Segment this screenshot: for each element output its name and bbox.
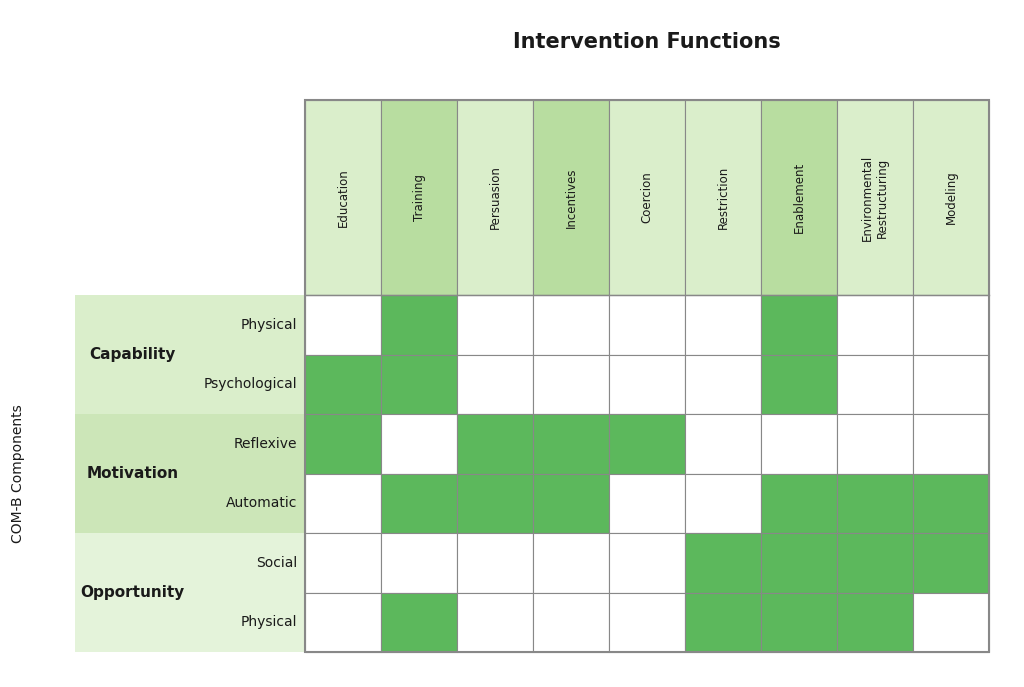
Text: Enablement: Enablement bbox=[793, 162, 806, 233]
Bar bbox=[609, 533, 685, 592]
Bar bbox=[837, 354, 913, 414]
Text: Persuasion: Persuasion bbox=[488, 166, 502, 229]
Bar bbox=[305, 592, 381, 652]
Bar bbox=[837, 533, 913, 592]
Text: Coercion: Coercion bbox=[640, 172, 653, 223]
Bar bbox=[457, 100, 534, 295]
Bar bbox=[457, 533, 534, 592]
Bar bbox=[609, 414, 685, 473]
Text: Incentives: Incentives bbox=[564, 167, 578, 228]
Bar bbox=[305, 295, 381, 354]
Bar bbox=[457, 473, 534, 533]
Bar bbox=[75, 295, 305, 414]
Bar bbox=[381, 414, 457, 473]
Bar bbox=[534, 473, 609, 533]
Bar bbox=[75, 533, 305, 652]
Bar bbox=[761, 473, 837, 533]
Text: Reflexive: Reflexive bbox=[233, 437, 297, 451]
Bar bbox=[913, 533, 989, 592]
Text: Opportunity: Opportunity bbox=[80, 585, 184, 600]
Text: Education: Education bbox=[337, 168, 349, 227]
Bar bbox=[913, 354, 989, 414]
Bar bbox=[913, 295, 989, 354]
Bar bbox=[913, 473, 989, 533]
Text: Psychological: Psychological bbox=[204, 377, 297, 392]
Bar bbox=[761, 354, 837, 414]
Bar bbox=[609, 473, 685, 533]
Bar bbox=[837, 100, 913, 295]
Bar bbox=[837, 592, 913, 652]
Bar bbox=[837, 473, 913, 533]
Bar bbox=[534, 354, 609, 414]
Bar bbox=[685, 100, 761, 295]
Bar bbox=[534, 295, 609, 354]
Text: Environmental
Restructuring: Environmental Restructuring bbox=[861, 155, 889, 240]
Bar bbox=[534, 414, 609, 473]
Bar bbox=[761, 592, 837, 652]
Bar bbox=[381, 592, 457, 652]
Bar bbox=[609, 592, 685, 652]
Bar bbox=[609, 354, 685, 414]
Text: COM-B Components: COM-B Components bbox=[11, 404, 25, 543]
Bar bbox=[685, 473, 761, 533]
Bar bbox=[457, 592, 534, 652]
Bar bbox=[457, 414, 534, 473]
Text: Training: Training bbox=[413, 174, 426, 221]
Bar bbox=[457, 295, 534, 354]
Bar bbox=[913, 414, 989, 473]
Text: Social: Social bbox=[256, 556, 297, 570]
Bar bbox=[761, 100, 837, 295]
Bar bbox=[305, 473, 381, 533]
Bar bbox=[837, 295, 913, 354]
Bar bbox=[305, 533, 381, 592]
Bar bbox=[381, 100, 457, 295]
Bar bbox=[685, 414, 761, 473]
Bar bbox=[305, 414, 381, 473]
Bar bbox=[381, 354, 457, 414]
Text: Intervention Functions: Intervention Functions bbox=[513, 32, 781, 52]
Text: Automatic: Automatic bbox=[225, 496, 297, 510]
Text: Physical: Physical bbox=[241, 318, 297, 332]
Bar bbox=[534, 100, 609, 295]
Bar bbox=[381, 473, 457, 533]
Bar bbox=[381, 295, 457, 354]
Bar bbox=[913, 592, 989, 652]
Bar bbox=[761, 295, 837, 354]
Bar bbox=[305, 100, 989, 652]
Bar bbox=[685, 533, 761, 592]
Bar bbox=[685, 295, 761, 354]
Text: Motivation: Motivation bbox=[86, 466, 178, 481]
Text: Restriction: Restriction bbox=[717, 166, 729, 229]
Bar bbox=[305, 354, 381, 414]
Text: Modeling: Modeling bbox=[944, 170, 957, 225]
Bar bbox=[761, 414, 837, 473]
Bar bbox=[457, 354, 534, 414]
Text: Capability: Capability bbox=[89, 347, 176, 362]
Bar bbox=[609, 100, 685, 295]
Text: Physical: Physical bbox=[241, 616, 297, 629]
Bar bbox=[685, 354, 761, 414]
Bar bbox=[913, 100, 989, 295]
Bar bbox=[534, 533, 609, 592]
Bar bbox=[761, 533, 837, 592]
Bar bbox=[837, 414, 913, 473]
Bar bbox=[534, 592, 609, 652]
Bar bbox=[609, 295, 685, 354]
Bar bbox=[685, 592, 761, 652]
Bar bbox=[381, 533, 457, 592]
Bar bbox=[305, 100, 381, 295]
Bar bbox=[75, 414, 305, 533]
